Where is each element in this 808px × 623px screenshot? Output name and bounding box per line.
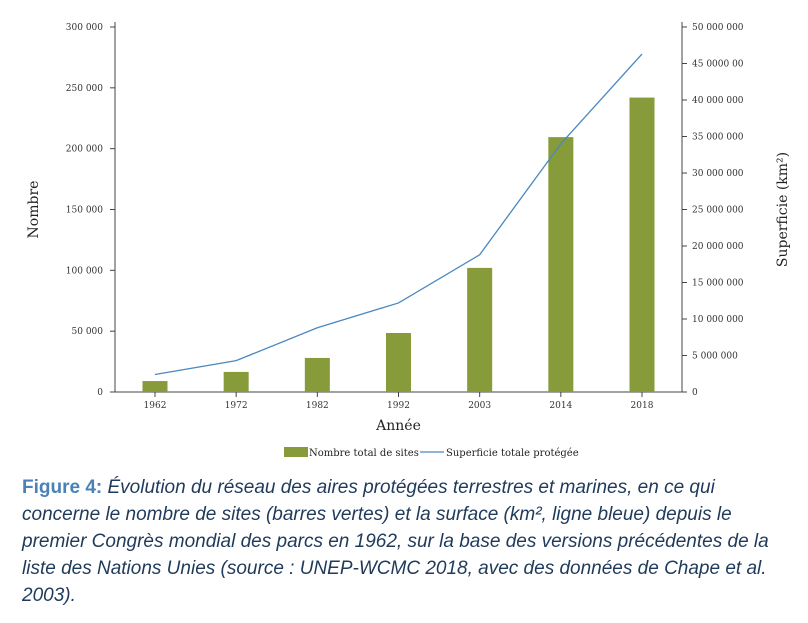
x-tick-label: 1982	[306, 401, 329, 411]
y-left-tick-label: 150 000	[66, 206, 103, 216]
y-right-tick-label: 15 000 000	[692, 279, 744, 289]
bar	[304, 357, 330, 392]
y-left-tick-label: 0	[97, 388, 103, 398]
y-right-tick-label: 20 000 000	[692, 242, 744, 252]
y-axis-title-left: Nombre	[26, 181, 42, 239]
chart-svg: 0 50 000 100 000 150 000 200 000 250 000 300 0…	[26, 22, 791, 459]
y-left-tick-label: 300 000	[66, 23, 103, 33]
y-left-tick-label: 100 000	[66, 266, 103, 276]
y-right-tick-label: 35 000 000	[692, 133, 744, 143]
bar	[629, 97, 655, 393]
y-right-tick-label: 10 000 000	[692, 315, 744, 325]
x-axis-title: Année	[375, 418, 421, 434]
caption-label: Figure 4:	[22, 477, 103, 498]
y-right-tick-label: 45 0000 00	[692, 60, 744, 70]
y-left-tick-label: 50 000	[72, 327, 104, 337]
y-right-tick-label: 25 000 000	[692, 206, 744, 216]
y-right-tick-label: 40 000 000	[692, 96, 744, 106]
x-tick-label: 2014	[549, 401, 572, 411]
caption-text: Évolution du réseau des aires protégées …	[22, 477, 769, 606]
line-group	[154, 53, 643, 376]
x-tick-label: 1962	[144, 401, 167, 411]
bars-group	[142, 97, 655, 393]
y-right-tick-label: 0	[692, 388, 698, 398]
legend: Nombre total de sites Superficie totale p…	[284, 447, 579, 459]
bar	[223, 371, 249, 392]
chart-area: 0 50 000 100 000 150 000 200 000 250 000 300 0…	[26, 22, 791, 459]
x-tick-label: 1992	[387, 401, 410, 411]
series-line	[154, 53, 643, 376]
x-tick-label: 2018	[631, 401, 654, 411]
bar	[548, 137, 574, 392]
figure-caption: Figure 4: Évolution du réseau des aires …	[22, 474, 792, 609]
bar	[142, 381, 168, 392]
legend-label-line: Superficie totale protégée	[446, 448, 579, 459]
bar	[386, 332, 411, 392]
y-axis-title-right: Superficie (km²)	[775, 152, 791, 267]
y-right-tick-label: 30 000 000	[692, 169, 744, 179]
y-right-tick-label: 50 000 000	[692, 23, 744, 33]
x-tick-label: 2003	[468, 401, 491, 411]
legend-swatch-bars	[284, 447, 308, 457]
legend-label-bars: Nombre total de sites	[309, 448, 419, 459]
x-tick-label: 1972	[225, 401, 248, 411]
y-left-tick-label: 200 000	[66, 145, 103, 155]
y-right-tick-label: 5 000 000	[692, 352, 738, 362]
y-left-tick-label: 250 000	[66, 84, 103, 94]
bar	[467, 267, 493, 392]
labels-group: 0 50 000 100 000 150 000 200 000 250 000 300 0…	[26, 23, 791, 434]
